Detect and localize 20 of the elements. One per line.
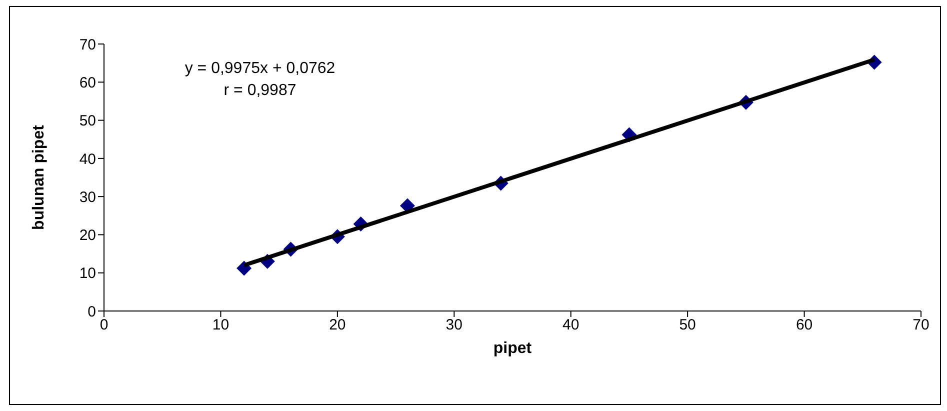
x-tick-label: 0 <box>100 316 108 334</box>
y-tick-label: 50 <box>79 112 96 130</box>
annotation: y = 0,9975x + 0,0762 <box>184 59 336 79</box>
x-tick-label: 20 <box>329 316 346 334</box>
annotation: r = 0,9987 <box>222 81 298 101</box>
y-tick-label: 60 <box>79 74 96 92</box>
x-tick-label: 60 <box>796 316 813 334</box>
y-tick-label: 0 <box>88 303 96 320</box>
y-axis-title: bulunan pipet <box>30 124 48 230</box>
y-tick-label: 10 <box>79 265 96 282</box>
x-tick-label: 30 <box>446 316 462 334</box>
x-tick-label: 40 <box>562 316 580 334</box>
x-tick-label: 10 <box>212 316 230 334</box>
y-tick-label: 20 <box>79 227 96 244</box>
x-tick-label: 70 <box>912 316 930 334</box>
y-tick-label: 30 <box>79 188 96 206</box>
x-tick-label: 50 <box>679 316 696 334</box>
x-axis-title: pipet <box>493 340 532 357</box>
y-tick-label: 70 <box>79 36 96 54</box>
y-tick-label: 40 <box>79 150 96 168</box>
